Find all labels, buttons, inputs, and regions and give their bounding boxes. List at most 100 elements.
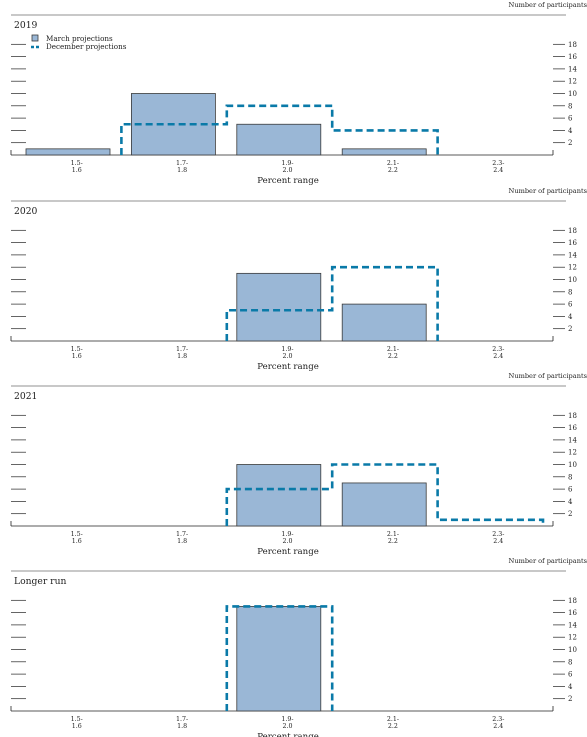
chart-panel-2: Number of participants 2020 2 4 6 8 10 12 14 16 18…: [10, 187, 587, 372]
y-tick-label: 14: [568, 251, 577, 259]
december-dashed-outline: [225, 605, 334, 711]
march-bar: [341, 303, 427, 342]
y-tick-label: 14: [568, 65, 577, 73]
december-dashed-outline: [225, 265, 439, 341]
x-tick-label-top: 1.7-: [176, 716, 188, 723]
december-dashed-outline: [120, 104, 439, 155]
x-tick-label-top: 1.7-: [176, 531, 188, 538]
y-tick-label: 18: [568, 41, 577, 49]
y-tick-label: 6: [568, 301, 573, 309]
y-tick-label: 14: [568, 436, 577, 444]
chart-panel-4: Number of participants Longer run 2 4 6 8 10 12…: [10, 557, 587, 737]
x-tick-label-bottom: 1.8: [177, 538, 187, 545]
y-tick-label: 10: [568, 646, 577, 654]
y-tick-label: 16: [568, 53, 577, 61]
x-tick-label-bottom: 1.6: [72, 723, 82, 730]
x-tick-label-top: 2.1-: [387, 716, 399, 723]
x-tick-label-top: 1.5-: [71, 716, 83, 723]
right-axis-label: Number of participants: [509, 557, 587, 565]
x-tick-label-top: 2.3-: [492, 160, 504, 167]
legend-label-march: March projections: [46, 34, 113, 43]
y-tick-label: 10: [568, 461, 577, 469]
x-tick-label-top: 2.1-: [387, 531, 399, 538]
x-tick-label-bottom: 2.2: [388, 723, 398, 730]
y-tick-label: 2: [568, 510, 572, 518]
x-tick-label-bottom: 2.2: [388, 353, 398, 360]
x-tick-label-bottom: 2.2: [388, 538, 398, 545]
x-axis-label: Percent range: [257, 362, 319, 372]
march-bar: [236, 464, 322, 527]
x-tick-label-top: 1.7-: [176, 160, 188, 167]
right-axis-label: Number of participants: [509, 1, 587, 9]
x-tick-label-bottom: 2.0: [282, 538, 292, 545]
march-bar: [341, 482, 427, 527]
y-tick-label: 18: [568, 227, 577, 235]
march-bar: [236, 606, 322, 712]
x-tick-label-bottom: 2.4: [493, 723, 503, 730]
x-tick-label-top: 1.9-: [281, 716, 293, 723]
y-tick-label: 4: [568, 127, 573, 135]
y-tick-label: 18: [568, 412, 577, 420]
y-tick-label: 6: [568, 486, 573, 494]
y-tick-label: 4: [568, 498, 573, 506]
y-tick-label: 16: [568, 424, 577, 432]
panel-title: 2021: [14, 391, 37, 402]
x-tick-label-bottom: 1.8: [177, 353, 187, 360]
x-tick-label-bottom: 2.0: [282, 723, 292, 730]
x-tick-label-bottom: 2.0: [282, 167, 292, 174]
x-tick-label-top: 1.7-: [176, 346, 188, 353]
x-tick-label-bottom: 2.0: [282, 353, 292, 360]
y-tick-label: 12: [568, 449, 577, 457]
x-tick-label-bottom: 2.4: [493, 353, 503, 360]
x-tick-label-bottom: 1.6: [72, 353, 82, 360]
panel-title: 2019: [14, 20, 38, 31]
x-tick-label-top: 1.9-: [281, 160, 293, 167]
x-tick-label-top: 2.3-: [492, 346, 504, 353]
x-tick-label-top: 1.5-: [71, 531, 83, 538]
y-tick-label: 8: [568, 473, 572, 481]
chart-panel-1: Number of participants 2019 2 4 6 8 10 12 14 16 18…: [10, 1, 587, 186]
x-tick-label-bottom: 2.2: [388, 167, 398, 174]
march-bar: [25, 148, 111, 156]
y-tick-label: 4: [568, 313, 573, 321]
y-tick-label: 8: [568, 102, 572, 110]
y-tick-label: 16: [568, 239, 577, 247]
y-tick-label: 2: [568, 139, 572, 147]
x-tick-label-top: 2.3-: [492, 716, 504, 723]
x-tick-label-bottom: 1.6: [72, 167, 82, 174]
march-bar: [341, 148, 427, 156]
legend-label-december: December projections: [46, 42, 127, 51]
march-bar: [236, 123, 322, 156]
panel-title: 2020: [14, 206, 38, 217]
x-tick-label-top: 2.3-: [492, 531, 504, 538]
y-tick-label: 16: [568, 609, 577, 617]
y-tick-label: 2: [568, 325, 572, 333]
y-tick-label: 10: [568, 90, 577, 98]
x-tick-label-bottom: 1.6: [72, 538, 82, 545]
y-tick-label: 12: [568, 264, 577, 272]
panel-title: Longer run: [14, 576, 66, 587]
x-tick-label-top: 1.5-: [71, 346, 83, 353]
y-tick-label: 18: [568, 597, 577, 605]
x-axis-label: Percent range: [257, 547, 319, 557]
right-axis-label: Number of participants: [509, 372, 587, 380]
chart-panel-3: Number of participants 2021 2 4 6 8 10 12 14 16 18…: [10, 372, 587, 557]
x-tick-label-top: 1.9-: [281, 346, 293, 353]
y-tick-label: 4: [568, 683, 573, 691]
x-tick-label-bottom: 2.4: [493, 167, 503, 174]
x-tick-label-top: 1.5-: [71, 160, 83, 167]
y-tick-label: 14: [568, 621, 577, 629]
x-tick-label-top: 1.9-: [281, 531, 293, 538]
x-tick-label-bottom: 1.8: [177, 723, 187, 730]
right-axis-label: Number of participants: [509, 187, 587, 195]
y-tick-label: 8: [568, 658, 572, 666]
x-tick-label-top: 2.1-: [387, 160, 399, 167]
y-tick-label: 2: [568, 695, 572, 703]
y-tick-label: 8: [568, 288, 572, 296]
y-tick-label: 12: [568, 634, 577, 642]
y-tick-label: 10: [568, 276, 577, 284]
x-tick-label-bottom: 2.4: [493, 538, 503, 545]
x-tick-label-bottom: 1.8: [177, 167, 187, 174]
y-tick-label: 12: [568, 78, 577, 86]
